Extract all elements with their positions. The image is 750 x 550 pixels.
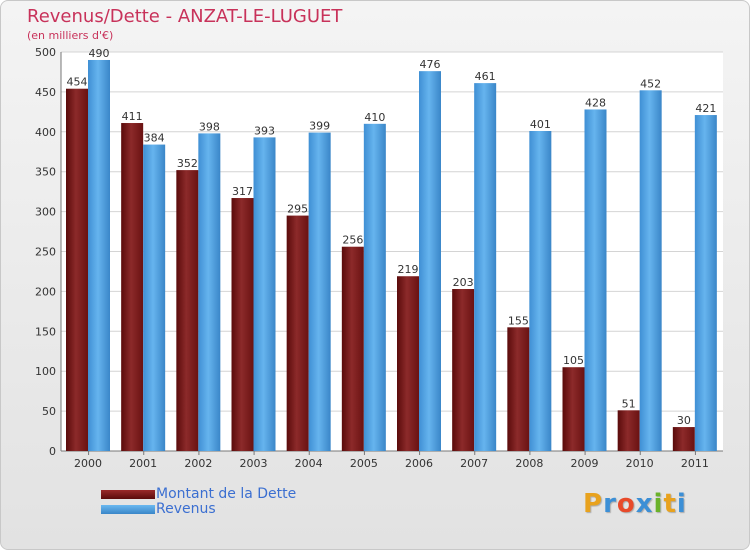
logo-letter: t	[663, 489, 677, 519]
proxiti-logo: Proxiti	[583, 489, 687, 519]
x-tick-label: 2006	[405, 457, 433, 470]
x-tick-label: 2010	[626, 457, 654, 470]
bar-revenus	[198, 133, 221, 451]
bar-revenus	[308, 132, 331, 451]
y-tick-label: 500	[35, 46, 56, 59]
y-tick-label: 450	[35, 86, 56, 99]
data-label-dette: 295	[287, 203, 308, 216]
y-tick-label: 200	[35, 285, 56, 298]
data-label-dette: 454	[67, 76, 88, 89]
data-label-dette: 155	[508, 314, 529, 327]
data-label-dette: 256	[342, 234, 363, 247]
data-label-revenus: 452	[640, 77, 661, 90]
bar-revenus	[419, 71, 441, 451]
data-label-dette: 352	[177, 157, 198, 170]
bar-dette	[66, 88, 88, 451]
logo-letter: o	[616, 489, 636, 519]
chart-title: Revenus/Dette - ANZAT-LE-LUGUET	[27, 6, 343, 27]
y-tick-label: 250	[35, 246, 56, 259]
bar-revenus	[694, 115, 717, 452]
legend-swatch-revenus	[101, 505, 155, 514]
data-label-revenus: 428	[585, 96, 606, 109]
data-label-revenus: 476	[420, 58, 441, 71]
x-tick-label: 2007	[460, 457, 488, 470]
bar-dette	[286, 215, 309, 451]
y-tick-label: 50	[42, 405, 56, 418]
data-label-dette: 30	[677, 414, 691, 427]
x-tick-label: 2003	[240, 457, 268, 470]
x-tick-label: 2009	[571, 457, 599, 470]
bar-dette	[121, 123, 144, 451]
bar-dette	[672, 427, 695, 451]
x-tick-label: 2000	[74, 457, 102, 470]
logo-letter: x	[635, 489, 654, 519]
x-tick-label: 2011	[681, 457, 709, 470]
y-tick-label: 150	[35, 325, 56, 338]
data-label-revenus: 490	[89, 47, 110, 60]
chart-subtitle: (en milliers d'€)	[27, 29, 114, 42]
bar-revenus	[529, 131, 552, 451]
logo-letter: P	[583, 489, 604, 519]
data-label-revenus: 398	[199, 120, 220, 133]
y-tick-label: 0	[49, 445, 56, 458]
y-tick-label: 400	[35, 126, 56, 139]
bar-revenus	[363, 123, 386, 451]
bar-revenus	[88, 59, 110, 451]
legend-label-dette: Montant de la Dette	[156, 486, 297, 502]
bar-revenus	[584, 109, 607, 452]
x-tick-label: 2002	[184, 457, 212, 470]
x-tick-label: 2008	[515, 457, 543, 470]
data-label-dette: 51	[622, 397, 636, 410]
data-label-dette: 219	[398, 263, 419, 276]
data-label-dette: 411	[122, 110, 143, 123]
bar-dette	[562, 367, 585, 451]
data-label-dette: 105	[563, 354, 584, 367]
legend-label-revenus: Revenus	[156, 501, 216, 517]
bar-revenus	[253, 137, 276, 452]
y-tick-label: 300	[35, 206, 56, 219]
bar-dette	[341, 246, 364, 451]
bar-revenus	[143, 144, 166, 451]
bar-dette	[452, 289, 475, 451]
x-tick-label: 2005	[350, 457, 378, 470]
bar-dette	[176, 170, 199, 451]
data-label-revenus: 461	[475, 70, 496, 83]
bar-dette	[397, 276, 419, 451]
x-tick-label: 2004	[295, 457, 323, 470]
data-label-revenus: 393	[254, 124, 275, 137]
data-label-dette: 203	[453, 276, 474, 289]
data-label-revenus: 384	[144, 132, 165, 145]
logo-letter: i	[676, 489, 687, 519]
data-label-revenus: 421	[695, 102, 716, 115]
y-tick-label: 100	[35, 365, 56, 378]
bar-dette	[507, 327, 530, 451]
y-tick-label: 350	[35, 166, 56, 179]
legend-swatch-dette	[101, 490, 155, 499]
logo-letter: i	[653, 489, 664, 519]
data-label-revenus: 401	[530, 118, 551, 131]
bar-revenus	[474, 83, 497, 451]
x-tick-label: 2001	[129, 457, 157, 470]
bar-dette	[231, 198, 254, 451]
bar-revenus	[639, 90, 662, 451]
logo-letter: r	[603, 489, 617, 519]
data-label-dette: 317	[232, 185, 253, 198]
bar-dette	[617, 410, 640, 451]
data-label-revenus: 410	[364, 111, 385, 124]
data-label-revenus: 399	[309, 120, 330, 133]
